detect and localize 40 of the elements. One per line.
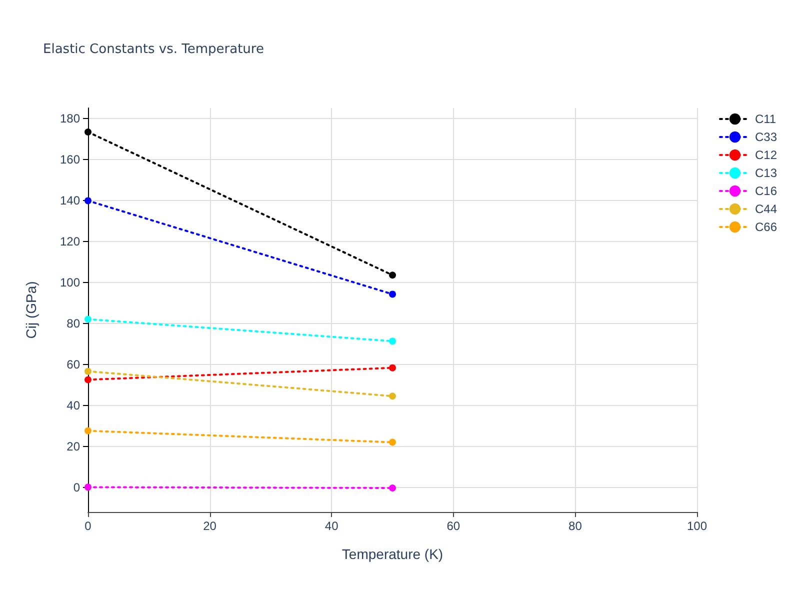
y-tick-label: 20 xyxy=(66,439,80,454)
point xyxy=(389,392,396,400)
y-tick-label: 180 xyxy=(60,111,80,126)
x-tick-label: 40 xyxy=(324,519,339,533)
point xyxy=(84,197,92,204)
legend-label: C66 xyxy=(754,220,778,234)
legend-label: C44 xyxy=(754,202,778,216)
point xyxy=(389,338,396,345)
y-tick-label: 0 xyxy=(73,480,80,494)
legend-label: C13 xyxy=(754,166,778,180)
y-tick-label: 80 xyxy=(66,316,80,330)
x-tick-label: 100 xyxy=(686,519,708,533)
y-axis-title: Cij (GPa) xyxy=(23,281,39,339)
x-tick-label: 80 xyxy=(568,519,582,533)
legend-label: C33 xyxy=(754,130,778,144)
y-tick-label: 140 xyxy=(60,193,80,208)
point xyxy=(84,427,92,434)
point xyxy=(84,484,92,491)
y-tick-label: 120 xyxy=(60,234,80,248)
point xyxy=(389,272,396,279)
point xyxy=(389,290,396,298)
y-tick-label: 160 xyxy=(60,152,80,166)
x-tick-label: 60 xyxy=(446,519,460,533)
point xyxy=(84,368,92,375)
point xyxy=(84,376,92,384)
x-tick-label: 0 xyxy=(84,519,92,533)
point xyxy=(389,364,396,372)
y-tick-label: 100 xyxy=(60,275,80,290)
point xyxy=(389,484,396,492)
chart-title: Elastic Constants vs. Temperature xyxy=(43,42,264,57)
point xyxy=(84,316,92,323)
x-axis-title: Temperature (K) xyxy=(342,546,444,562)
legend-label: C11 xyxy=(754,112,776,126)
x-tick-label: 20 xyxy=(203,519,217,533)
point xyxy=(84,128,92,136)
point xyxy=(389,438,396,446)
legend-label: C12 xyxy=(754,148,778,162)
y-tick-label: 40 xyxy=(66,398,80,412)
legend-label: C16 xyxy=(754,184,778,198)
y-tick-label: 60 xyxy=(66,357,80,372)
